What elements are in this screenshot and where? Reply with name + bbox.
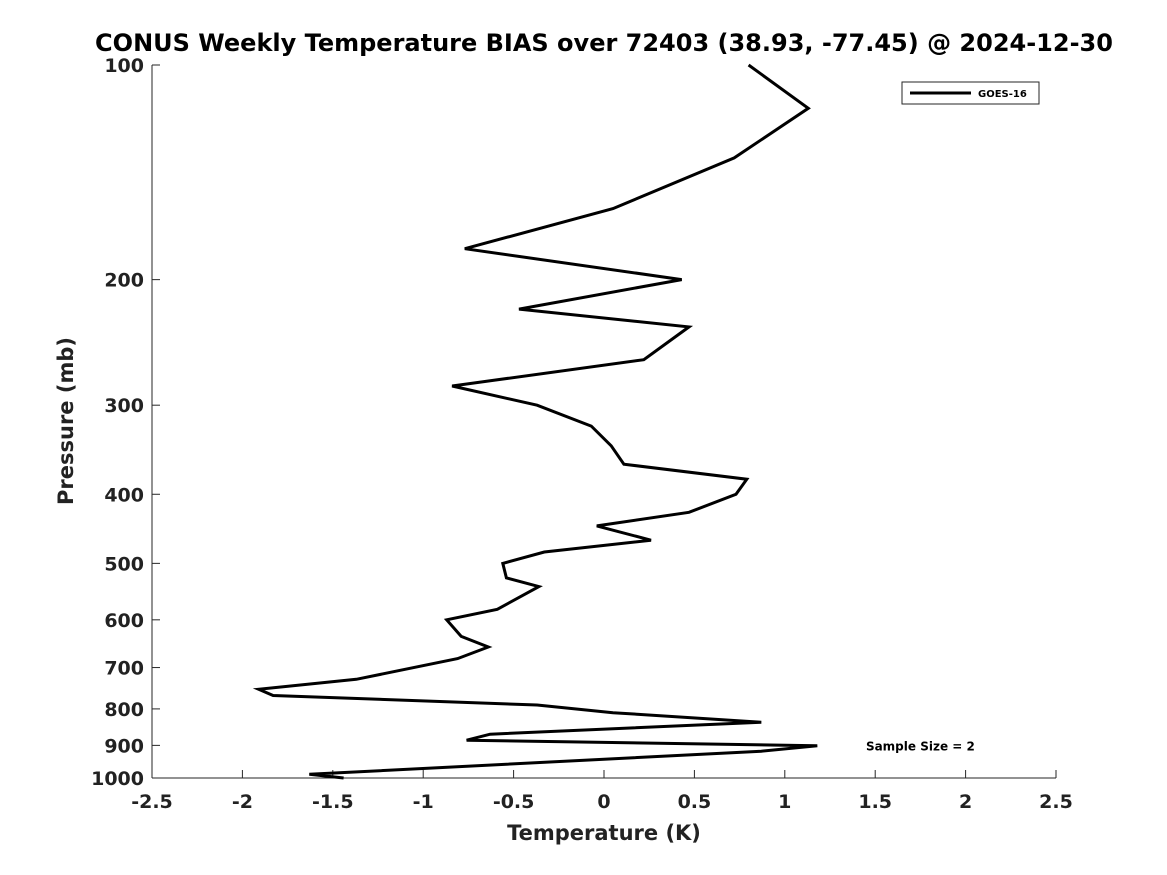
legend-entry-goes-16: GOES-16	[978, 89, 1027, 100]
y-tick-label: 700	[104, 658, 144, 680]
legend: GOES-16	[901, 81, 1040, 105]
y-tick-label: 500	[104, 553, 144, 575]
series-layer	[252, 63, 818, 780]
y-tick-label: 900	[104, 735, 144, 757]
y-tick-label: 200	[104, 270, 144, 292]
y-tick-label: 400	[104, 484, 144, 506]
x-tick-label: -2.5	[131, 791, 173, 813]
x-tick-label: 0	[597, 791, 610, 813]
x-axis-label: Temperature (K)	[507, 821, 701, 845]
x-tick-label: -0.5	[493, 791, 535, 813]
y-tick-label: 600	[104, 610, 144, 632]
x-tick-label: 1.5	[858, 791, 892, 813]
x-tick-label: -2	[232, 791, 253, 813]
x-tick-label: -1.5	[312, 791, 354, 813]
x-tick-label: 2	[959, 791, 972, 813]
y-tick-label: 800	[104, 699, 144, 721]
y-axis-ticks: 100 200 300 400 500 600 700 800 900 1000	[91, 55, 160, 790]
x-tick-label: 0.5	[678, 791, 712, 813]
x-tick-label: -1	[413, 791, 434, 813]
y-tick-label: 300	[104, 395, 144, 417]
annotations-layer: Sample Size = 2	[866, 740, 975, 754]
y-tick-label: 1000	[91, 768, 144, 790]
series-line-goes-16	[252, 63, 818, 780]
x-tick-label: 2.5	[1039, 791, 1073, 813]
y-axis-label: Pressure (mb)	[54, 337, 78, 505]
sample-size-annotation: Sample Size = 2	[866, 740, 975, 754]
y-tick-label: 100	[104, 55, 144, 77]
x-tick-label: 1	[778, 791, 791, 813]
x-axis-ticks: -2.5 -2 -1.5 -1 -0.5 0 0.5 1 1.5 2 2.5	[131, 770, 1073, 813]
chart-title: CONUS Weekly Temperature BIAS over 72403…	[95, 29, 1113, 57]
